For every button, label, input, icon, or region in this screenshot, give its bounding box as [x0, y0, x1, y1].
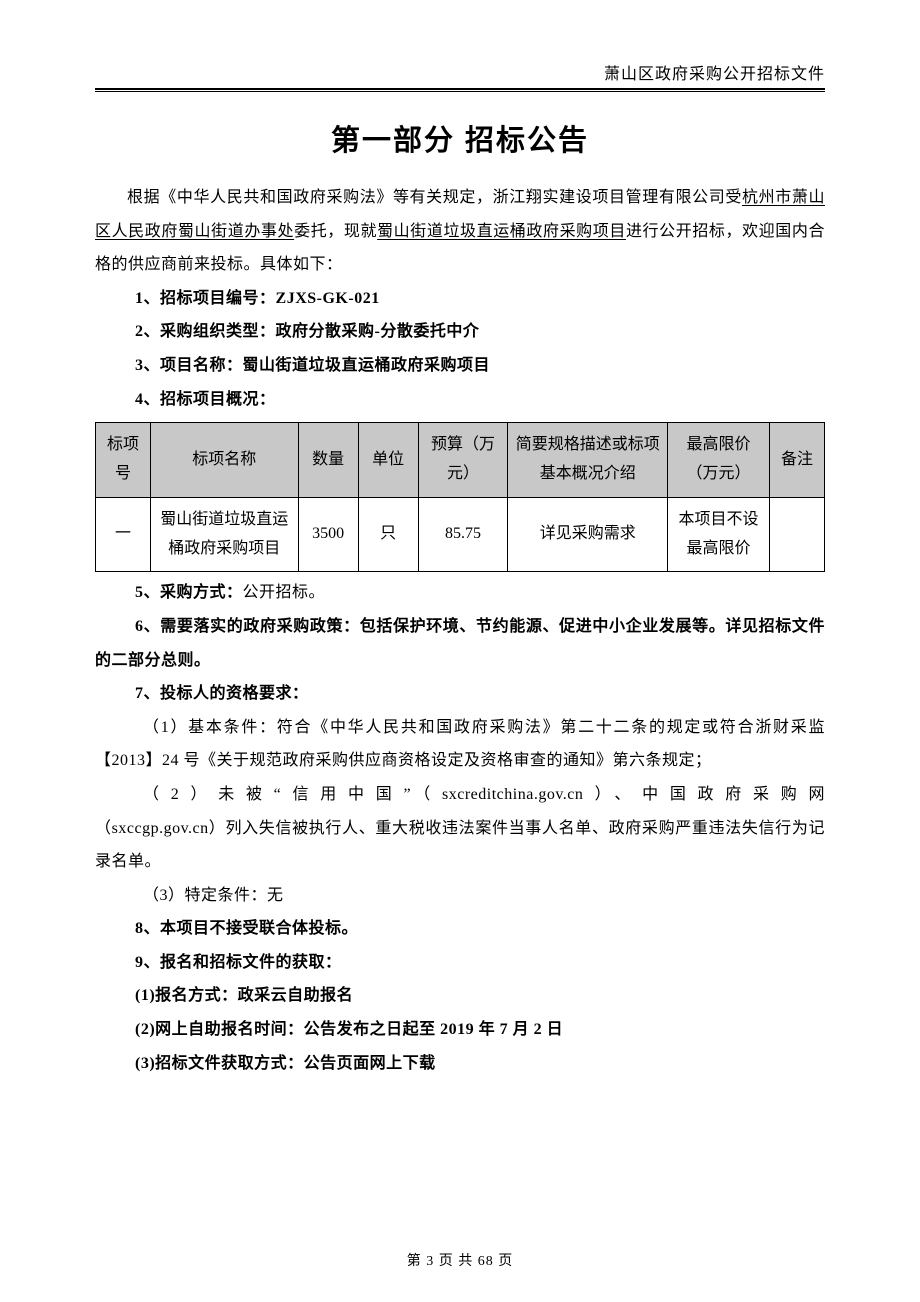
- td-name: 蜀山街道垃圾直运桶政府采购项目: [150, 497, 298, 572]
- item-7-3: （3）特定条件：无: [95, 879, 825, 913]
- intro-mid: 委托，现就: [294, 223, 377, 240]
- item-9-2: (2)网上自助报名时间：公告发布之日起至 2019 年 7 月 2 日: [95, 1013, 825, 1047]
- item-5: 5、采购方式：公开招标。: [95, 576, 825, 610]
- page-header: 萧山区政府采购公开招标文件: [95, 60, 825, 92]
- item-8: 8、本项目不接受联合体投标。: [95, 912, 825, 946]
- td-qty: 3500: [298, 497, 358, 572]
- page-footer: 第 3 页 共 68 页: [0, 1250, 920, 1270]
- item-3: 3、项目名称：蜀山街道垃圾直运桶政府采购项目: [95, 349, 825, 383]
- item-9: 9、报名和招标文件的获取：: [95, 946, 825, 980]
- item-1: 1、招标项目编号：ZJXS-GK-021: [95, 282, 825, 316]
- item-1-label: 1、招标项目编号：: [135, 290, 276, 307]
- td-note: [769, 497, 824, 572]
- item-6: 6、需要落实的政府采购政策：包括保护环境、节约能源、促进中小企业发展等。详见招标…: [95, 610, 825, 677]
- item-5-value: 公开招标。: [243, 584, 326, 601]
- item-7-2a: （2）未被“信用中国”（sxcreditchina.gov.cn）、中国政府采购…: [95, 778, 825, 812]
- th-qty: 数量: [298, 423, 358, 498]
- th-num: 标项号: [96, 423, 151, 498]
- bid-table: 标项号 标项名称 数量 单位 预算（万元） 简要规格描述或标项基本概况介绍 最高…: [95, 422, 825, 572]
- item-1-value: ZJXS-GK-021: [276, 290, 380, 307]
- table-header-row: 标项号 标项名称 数量 单位 预算（万元） 简要规格描述或标项基本概况介绍 最高…: [96, 423, 825, 498]
- table-row: 一 蜀山街道垃圾直运桶政府采购项目 3500 只 85.75 详见采购需求 本项…: [96, 497, 825, 572]
- td-desc: 详见采购需求: [508, 497, 668, 572]
- header-text: 萧山区政府采购公开招标文件: [95, 60, 825, 86]
- header-rule: [95, 88, 825, 92]
- td-budget: 85.75: [418, 497, 508, 572]
- item-7: 7、投标人的资格要求：: [95, 677, 825, 711]
- td-num: 一: [96, 497, 151, 572]
- item-7-1: （1）基本条件：符合《中华人民共和国政府采购法》第二十二条的规定或符合浙财采监【…: [95, 711, 825, 778]
- th-desc: 简要规格描述或标项基本概况介绍: [508, 423, 668, 498]
- td-unit: 只: [358, 497, 418, 572]
- intro-paragraph: 根据《中华人民共和国政府采购法》等有关规定，浙江翔实建设项目管理有限公司受杭州市…: [95, 181, 825, 282]
- intro-underline-2: 蜀山街道垃圾直运桶政府采购项目: [377, 223, 626, 240]
- th-max: 最高限价（万元）: [668, 423, 770, 498]
- th-unit: 单位: [358, 423, 418, 498]
- item-9-3: (3)招标文件获取方式：公告页面网上下载: [95, 1047, 825, 1081]
- th-note: 备注: [769, 423, 824, 498]
- th-budget: 预算（万元）: [418, 423, 508, 498]
- section-title: 第一部分 招标公告: [95, 117, 825, 159]
- intro-pre: 根据《中华人民共和国政府采购法》等有关规定，浙江翔实建设项目管理有限公司受: [127, 189, 742, 206]
- td-max: 本项目不设最高限价: [668, 497, 770, 572]
- item-2: 2、采购组织类型：政府分散采购-分散委托中介: [95, 315, 825, 349]
- item-4: 4、招标项目概况：: [95, 383, 825, 417]
- item-5-label: 5、采购方式：: [135, 584, 243, 601]
- item-7-2b: （sxccgp.gov.cn）列入失信被执行人、重大税收违法案件当事人名单、政府…: [95, 812, 825, 879]
- item-9-1: (1)报名方式：政采云自助报名: [95, 979, 825, 1013]
- th-name: 标项名称: [150, 423, 298, 498]
